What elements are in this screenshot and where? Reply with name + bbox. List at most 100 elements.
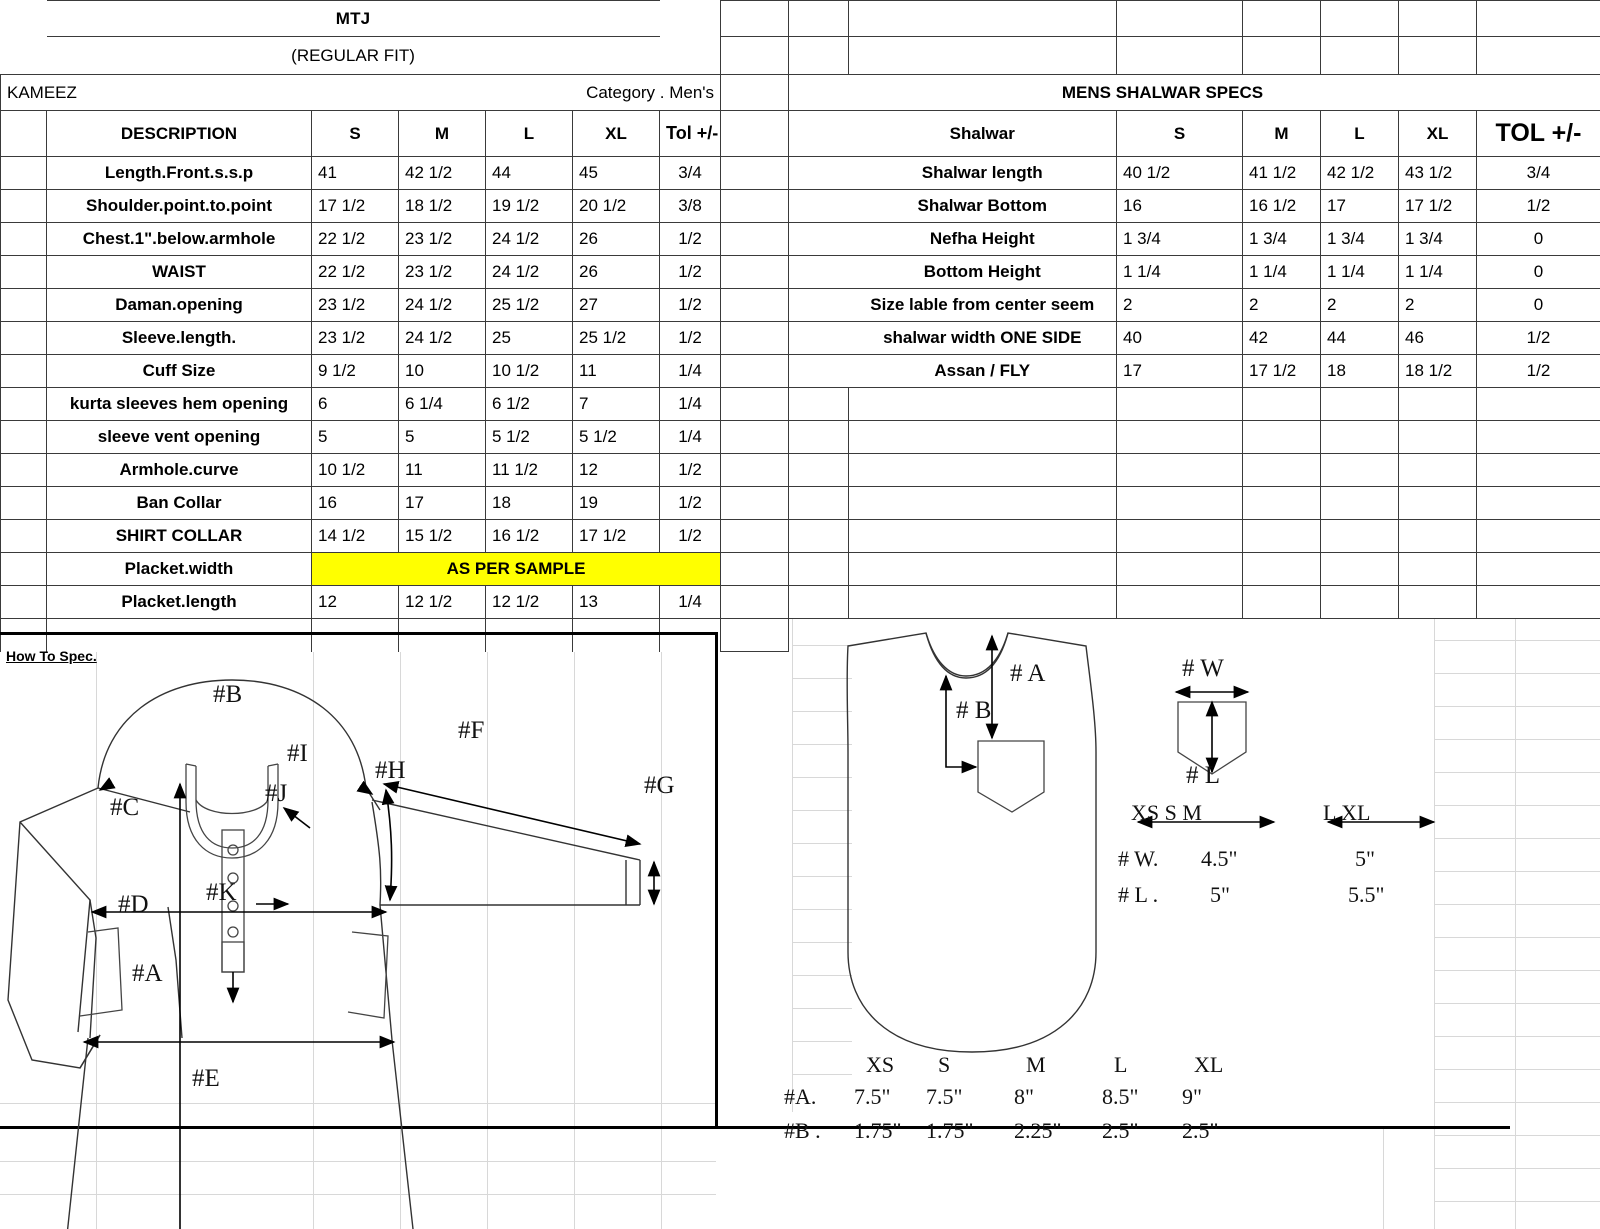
gap-row: [720, 618, 789, 652]
blank-cell: [720, 110, 789, 157]
cell-l: 25 1/2: [485, 288, 573, 322]
pocket-w-label: # W.: [1118, 846, 1159, 871]
placement-size-header: L: [1114, 1052, 1128, 1077]
gap-row: [720, 354, 789, 388]
table-row: Shoulder.point.to.point 17 1/2 18 1/2 19 1/…: [0, 189, 722, 223]
blank-cell: [848, 585, 1117, 619]
cell-l: 6 1/2: [485, 387, 573, 421]
cell-tol: 1/4: [659, 420, 722, 454]
cell-s: 16: [1116, 189, 1243, 223]
shalwar-blank-row-2: [788, 36, 1600, 75]
row-index-cell: [788, 255, 849, 289]
blank-cell: [848, 453, 1117, 487]
table-row-blank: [0, 618, 722, 652]
row-index-cell: [788, 354, 849, 388]
table-row: Shalwar Bottom 16 16 1/2 17 17 1/2 1/2: [788, 189, 1600, 223]
gap-row: [720, 453, 789, 487]
cell-l: 5 1/2: [485, 420, 573, 454]
cell-l: 10 1/2: [485, 354, 573, 388]
blank-cell: [720, 420, 789, 454]
cell-m: 24 1/2: [398, 288, 486, 322]
cell-xl: 2: [1398, 288, 1477, 322]
blank-cell: [720, 288, 789, 322]
cell-tol: 0: [1476, 288, 1600, 322]
cell-s: 40: [1116, 321, 1243, 355]
shalwar-banner: MENS SHALWAR SPECS: [848, 74, 1477, 111]
blank-cell: [1242, 453, 1321, 487]
cell-tol: 1/2: [1476, 189, 1600, 223]
table-row-blank: [788, 453, 1600, 487]
placement-cell: 2.5": [1182, 1118, 1219, 1143]
cell-tol: 1/2: [1476, 354, 1600, 388]
cell-s: 14 1/2: [311, 519, 399, 553]
cell-tol: 0: [1476, 255, 1600, 289]
cell-m: 1 1/4: [1242, 255, 1321, 289]
pocket-sizes-group1: XS S M: [1131, 800, 1202, 825]
blank-cell: [0, 618, 47, 652]
cell-m: 12 1/2: [398, 585, 486, 619]
blank-cell: [720, 222, 789, 256]
table-row: kurta sleeves hem opening 6 6 1/4 6 1/2 7 1/4: [0, 387, 722, 421]
table-row: Sleeve.length. 23 1/2 24 1/2 25 25 1/2 1/2: [0, 321, 722, 355]
blank-cell: [1320, 453, 1399, 487]
placement-cell: 9": [1182, 1084, 1202, 1109]
blank-cell: [848, 36, 1117, 75]
title-spacer: [1, 1, 47, 37]
table-row: WAIST 22 1/2 23 1/2 24 1/2 26 1/2: [0, 255, 722, 289]
blank-cell: [1242, 36, 1321, 75]
blank-cell: [1116, 552, 1243, 586]
pocket-w-group2: 5": [1355, 846, 1375, 871]
placement-cell: 7.5": [854, 1084, 891, 1109]
placement-cell: 1.75": [926, 1118, 974, 1143]
cell-s: 22 1/2: [311, 222, 399, 256]
cell-s: 17: [1116, 354, 1243, 388]
category-label: Category . Men's: [311, 74, 722, 111]
blank-cell: [848, 519, 1117, 553]
row-index-cell: [788, 288, 849, 322]
table-row: Chest.1".below.armhole 22 1/2 23 1/2 24 1/2…: [0, 222, 722, 256]
table-row: Daman.opening 23 1/2 24 1/2 25 1/2 27 1/2: [0, 288, 722, 322]
table-row: Shalwar length 40 1/2 41 1/2 42 1/2 43 1/2 3/…: [788, 156, 1600, 190]
blank-cell: [788, 36, 849, 75]
table-row: Assan / FLY 17 17 1/2 18 18 1/2 1/2: [788, 354, 1600, 388]
cell-l: 2: [1320, 288, 1399, 322]
as-per-sample-note: AS PER SAMPLE: [310, 552, 722, 586]
row-label: Placket.width: [46, 552, 312, 586]
gap-row: [720, 189, 789, 223]
row-index-cell: [0, 255, 47, 289]
diagram-bottom-rule: [0, 1126, 1510, 1129]
gap-row: [720, 486, 789, 520]
row-index-cell: [0, 486, 47, 520]
gap-column-table: [720, 0, 789, 652]
body-label-b: # B: [956, 697, 992, 724]
blank-cell: [46, 618, 312, 652]
blank-cell: [720, 453, 789, 487]
shalwar-blank-row-1: [788, 0, 1600, 37]
blank-cell: [848, 0, 1117, 37]
blank-cell: [720, 189, 789, 223]
placement-cell: 8.5": [1102, 1084, 1139, 1109]
pocket-detail-drawing: [1174, 685, 1250, 775]
cell-tol: 1/2: [659, 288, 722, 322]
kurta-label-e: #E: [192, 1065, 220, 1092]
cell-l: 1 1/4: [1320, 255, 1399, 289]
shalwar-header-row: Shalwar S M L XL TOL +/-: [788, 110, 1600, 157]
row-label: Size lable from center seem: [848, 288, 1117, 322]
blank-cell: [1398, 453, 1477, 487]
blank-cell: [1242, 0, 1321, 37]
placement-size-header: S: [938, 1052, 951, 1077]
blank-cell: [485, 618, 573, 652]
blank-cell: [1242, 552, 1321, 586]
row-label: WAIST: [46, 255, 312, 289]
cell-tol: 3/4: [1476, 156, 1600, 190]
blank-cell: [720, 618, 789, 652]
shalwar-empty-rows: [788, 387, 1600, 619]
gap-row: [720, 110, 789, 157]
cell-xl: 17 1/2: [1398, 189, 1477, 223]
cell-s: 2: [1116, 288, 1243, 322]
blank-cell: [1476, 486, 1600, 520]
pocket-label-l: # L: [1186, 762, 1221, 789]
page-subtitle: (REGULAR FIT): [46, 36, 660, 75]
pocket-label-w: # W: [1182, 655, 1224, 682]
